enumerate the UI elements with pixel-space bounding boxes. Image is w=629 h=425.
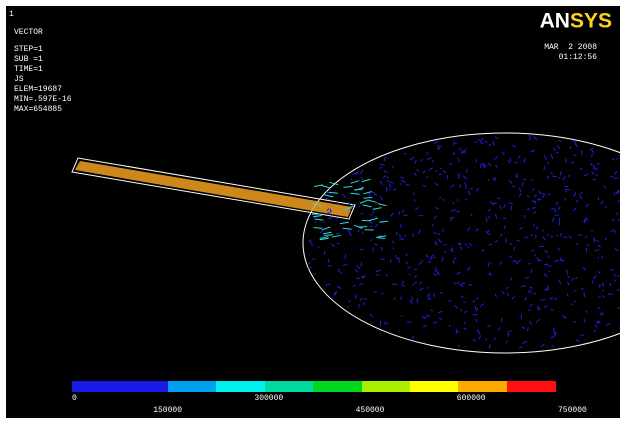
- field-vector: [440, 292, 443, 293]
- field-vector: [453, 143, 454, 145]
- colorbar-band: [72, 381, 168, 392]
- field-vector: [364, 299, 367, 300]
- field-vector: [494, 178, 495, 181]
- field-vector: [345, 254, 346, 259]
- field-vector: [620, 236, 622, 239]
- field-vector: [390, 259, 391, 263]
- field-vector: [430, 259, 433, 260]
- field-vector: [531, 269, 532, 273]
- field-vector: [358, 230, 359, 233]
- header-line: TIME=1: [14, 65, 43, 74]
- plot-area: [6, 6, 620, 418]
- colorbar-band: [216, 381, 265, 392]
- field-vector: [492, 203, 497, 204]
- field-vector: [466, 186, 467, 189]
- field-vector: [537, 199, 540, 200]
- header-line: MAX=654885: [14, 105, 62, 114]
- header-line: ELEM=19687: [14, 85, 62, 94]
- field-vector: [336, 233, 340, 234]
- colorbar-band: [410, 381, 458, 392]
- field-vector: [511, 206, 512, 211]
- field-vector: [373, 247, 374, 251]
- logo: ANSYS: [540, 10, 612, 33]
- field-vector: [400, 184, 402, 185]
- field-vector: [611, 270, 615, 271]
- field-vector: [560, 260, 564, 261]
- field-vector: [622, 225, 626, 227]
- field-vector: [544, 264, 548, 265]
- header-line: JS: [14, 75, 24, 84]
- field-vector: [444, 252, 446, 253]
- field-vector: [531, 292, 532, 294]
- field-vector: [405, 234, 406, 237]
- colorbar-label: 150000: [153, 406, 182, 415]
- field-vector: [514, 247, 515, 250]
- colorbar-band: [458, 381, 507, 392]
- colorbar-band: [507, 381, 556, 392]
- field-vector: [349, 300, 350, 302]
- field-vector: [559, 222, 560, 226]
- time: 01:12:56: [559, 53, 598, 62]
- plot-title: VECTOR: [14, 28, 43, 37]
- field-vector: [566, 158, 567, 162]
- field-vector: [313, 228, 322, 229]
- field-vector: [476, 319, 477, 322]
- field-vector: [369, 192, 370, 196]
- field-vector: [450, 217, 454, 218]
- field-vector: [598, 257, 599, 259]
- field-vector: [512, 261, 516, 262]
- field-vector: [324, 235, 333, 236]
- colorbar: [72, 381, 556, 392]
- field-vector: [548, 234, 549, 236]
- field-vector: [459, 345, 460, 347]
- colorbar-label: 450000: [356, 406, 385, 415]
- field-vector: [591, 230, 593, 231]
- field-vector: [474, 142, 476, 143]
- field-vector: [461, 309, 462, 312]
- colorbar-band: [168, 381, 216, 392]
- field-vector: [624, 161, 628, 163]
- colorbar-label: 300000: [254, 394, 283, 403]
- header-line: STEP=1: [14, 45, 43, 54]
- field-vector: [624, 224, 625, 228]
- window-number: 1: [9, 10, 14, 19]
- colorbar-band: [313, 381, 362, 392]
- colorbar-band: [362, 381, 410, 392]
- field-vector: [625, 170, 626, 174]
- field-vector: [621, 300, 623, 302]
- field-vector: [475, 306, 476, 310]
- field-vector: [621, 215, 622, 218]
- colorbar-label: 600000: [457, 394, 486, 403]
- field-vector: [623, 266, 627, 268]
- field-vector: [380, 164, 385, 165]
- field-vector: [403, 215, 407, 216]
- field-vector: [624, 228, 626, 229]
- field-vector: [530, 287, 533, 288]
- field-vector: [433, 224, 434, 226]
- field-vector: [561, 257, 562, 261]
- field-vector: [393, 166, 394, 169]
- colorbar-band: [265, 381, 313, 392]
- ansys-graphics-window: 1 VECTOR STEP=1SUB =1TIME=1JSELEM=19687M…: [0, 0, 629, 425]
- field-vector: [437, 234, 440, 235]
- field-vector: [374, 194, 377, 195]
- colorbar-label: 750000: [558, 406, 587, 415]
- date: MAR 2 2008: [544, 43, 597, 52]
- header-line: MIN=.597E-16: [14, 95, 72, 104]
- field-vector: [620, 289, 624, 292]
- field-vector: [524, 215, 525, 218]
- field-vector: [437, 146, 442, 147]
- field-vector: [387, 176, 388, 178]
- field-vector: [439, 174, 441, 175]
- header-line: SUB =1: [14, 55, 43, 64]
- colorbar-label: 0: [72, 394, 77, 403]
- field-vector: [359, 304, 360, 308]
